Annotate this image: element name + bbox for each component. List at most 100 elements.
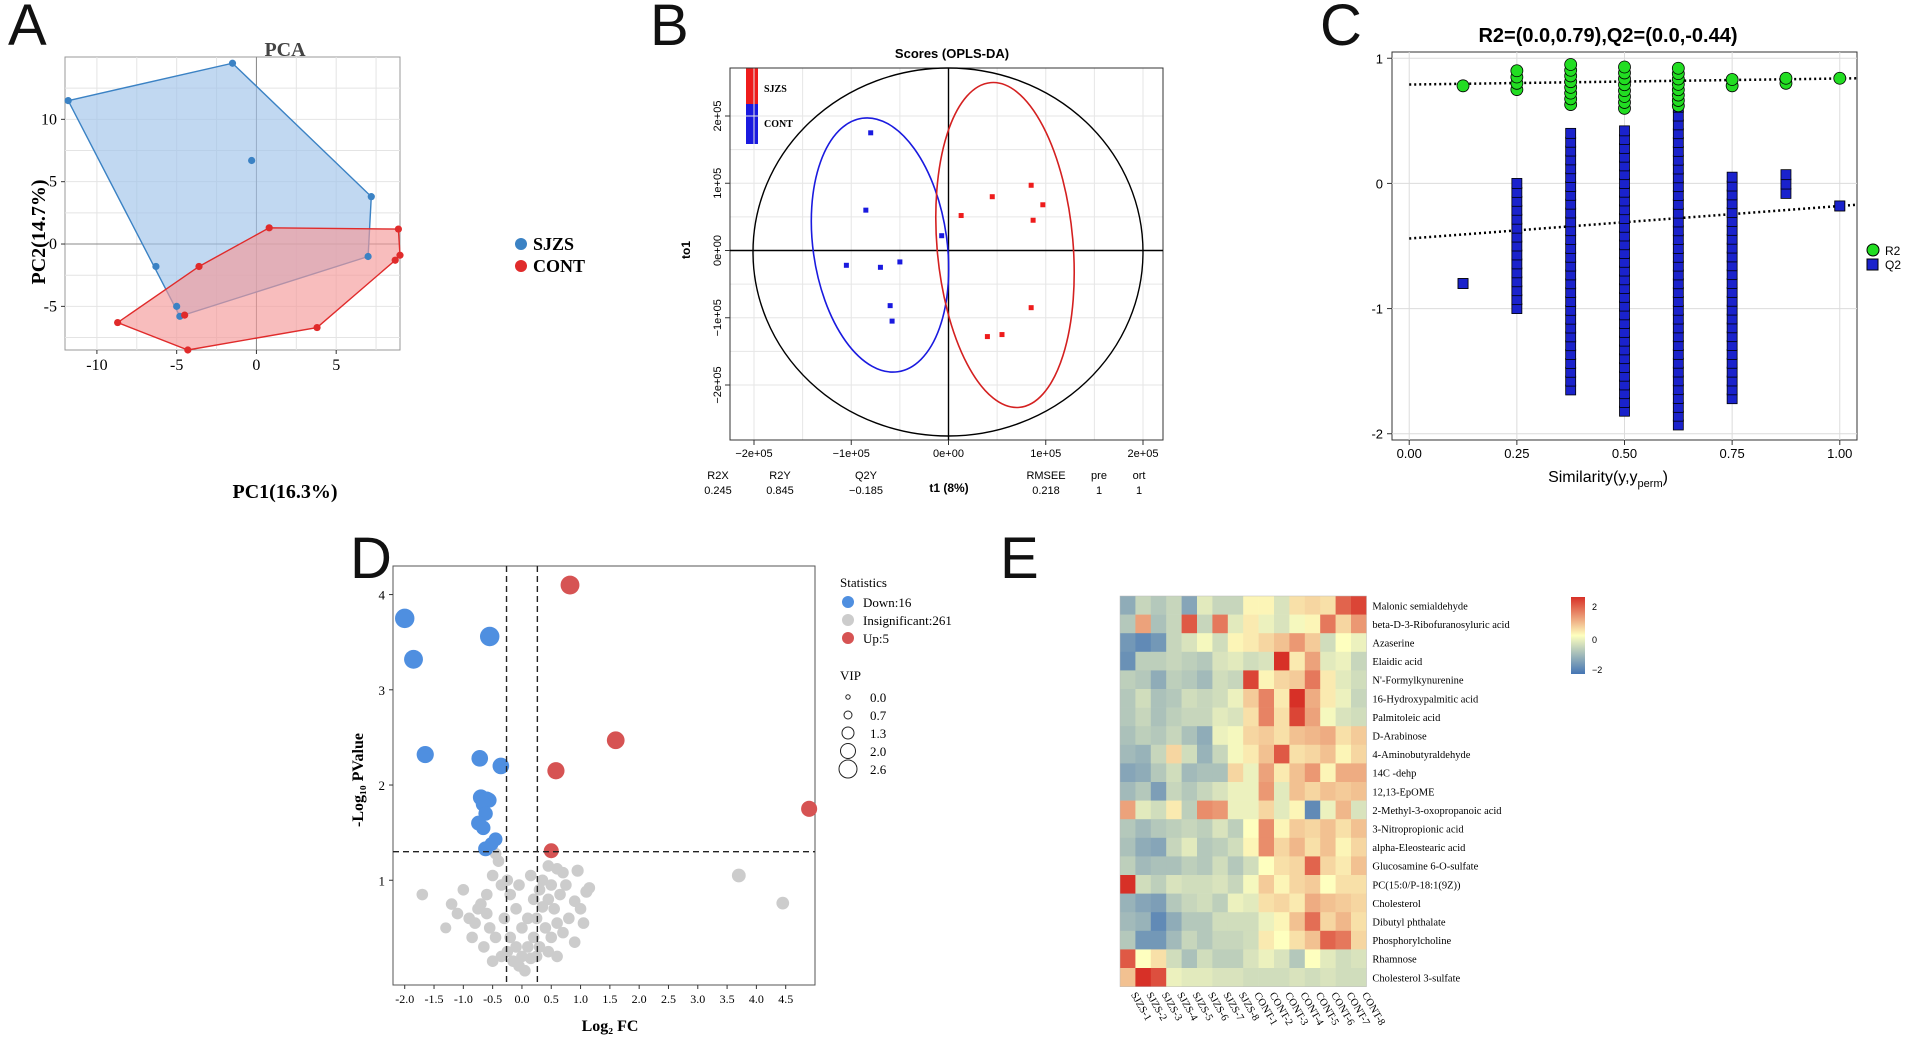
panel-d-xlabel: Log₂ FC	[582, 1018, 639, 1035]
panel-d-insignificant-point	[533, 883, 546, 896]
panel-c-ytick-label: -2	[1371, 427, 1383, 442]
panel-d-insignificant-point	[513, 879, 525, 891]
panel-e-heatmap-cell	[1181, 875, 1198, 894]
panel-e-heatmap-cell	[1181, 614, 1198, 634]
panel-d-xtick-label: 0.5	[544, 992, 559, 1006]
panel-e-heatmap-cell	[1351, 726, 1367, 746]
panel-c-xtick-label: 1.00	[1827, 446, 1852, 461]
panel-c-xtick-label: 0.50	[1612, 446, 1637, 461]
panel-e-heatmap-cell	[1227, 930, 1244, 950]
panel-e-heatmap-cell	[1320, 912, 1336, 932]
panel-e-heatmap-cell	[1227, 596, 1244, 615]
panel-d-insignificant-point	[504, 931, 517, 944]
panel-e-heatmap-cell	[1335, 837, 1352, 857]
panel-e-heatmap-cell	[1243, 893, 1259, 913]
panel-e-heatmap-cell	[1351, 856, 1367, 876]
panel-c-r2-point	[1833, 71, 1847, 85]
panel-e-heatmap-cell	[1212, 763, 1229, 783]
panel-d-xtick-label: -2.0	[395, 992, 414, 1006]
panel-e-heatmap-cell	[1197, 949, 1213, 969]
panel-e-heatmap-cell	[1120, 968, 1136, 987]
panel-e-heatmap-cell	[1304, 949, 1321, 969]
panel-e-heatmap-cell	[1258, 949, 1275, 969]
panel-e-heatmap-cell	[1289, 726, 1306, 746]
panel-a-xtick-label: -5	[170, 357, 183, 374]
panel-e-heatmap-cell	[1120, 837, 1136, 857]
panel-c-r2-point	[1725, 73, 1739, 86]
panel-e-heatmap-cell	[1227, 763, 1244, 783]
panel-e-heatmap-cell	[1181, 651, 1198, 671]
panel-c-q2-point	[1511, 204, 1523, 216]
panel-e-heatmap-cell	[1274, 968, 1290, 987]
panel-d-insignificant-point	[519, 964, 531, 977]
panel-e-heatmap-cell	[1289, 689, 1306, 708]
panel-e-heatmap-cell	[1135, 856, 1152, 876]
panel-e-heatmap-cell	[1135, 893, 1152, 913]
panel-c-q2-point	[1511, 240, 1523, 252]
panel-e-heatmap-cell	[1289, 614, 1306, 634]
panel-e-heatmap-cell	[1304, 633, 1321, 653]
panel-d-insignificant-point	[504, 888, 517, 901]
panel-d-insignificant-point	[480, 907, 493, 920]
panel-e-heatmap-cell	[1243, 949, 1259, 969]
panel-e-heatmap-cell	[1166, 912, 1182, 932]
panel-b-metric-value: 1	[1096, 485, 1102, 497]
panel-d-insignificant-point	[545, 879, 558, 891]
panel-e-heatmap-cell	[1197, 614, 1213, 634]
panel-c-legend-r2: R2	[1885, 244, 1901, 258]
panel-e-heatmap-cell	[1227, 912, 1244, 932]
panel-c-q2-point	[1511, 294, 1523, 306]
panel-e-heatmap-cell	[1274, 800, 1290, 820]
panel-b-point-cont	[868, 130, 874, 136]
panel-e-heatmap-cell	[1351, 707, 1367, 727]
panel-d-ytick-label: 4	[379, 588, 386, 603]
panel-d-down-point	[395, 608, 415, 629]
panel-e-heatmap-cell	[1289, 949, 1306, 969]
panel-b-ytick-label: 2e+05	[712, 101, 724, 132]
panel-e-heatmap-cell	[1120, 670, 1136, 690]
panel-d-insignificant-point	[551, 863, 563, 875]
panel-e-heatmap-cell	[1181, 707, 1198, 727]
panel-d-legend-up-marker	[842, 632, 854, 644]
panel-e-heatmap-cell	[1197, 856, 1213, 876]
panel-e-heatmap-cell	[1320, 875, 1336, 894]
panel-b-plot-area	[729, 67, 1164, 441]
panel-e-heatmap-cell	[1289, 763, 1306, 783]
panel-d-xtick-label: 4.0	[749, 992, 764, 1006]
panel-e-heatmap-cell	[1181, 949, 1198, 969]
panel-e-heatmap-cell	[1166, 651, 1182, 671]
panel-e-heatmap-cell	[1150, 912, 1167, 932]
panel-e-heatmap-cell	[1351, 949, 1367, 969]
panel-b-ytick-label: 1e+05	[712, 168, 724, 199]
panel-e-heatmap-cell	[1335, 949, 1352, 969]
panel-e-heatmap-cell	[1258, 875, 1275, 894]
panel-e-heatmap-cell	[1166, 726, 1182, 746]
panel-c-q2-point	[1780, 169, 1792, 181]
panel-e-heatmap-cell	[1320, 707, 1336, 727]
panel-e-heatmap-cell	[1243, 726, 1259, 746]
panel-a-point-sjzs	[367, 193, 375, 201]
panel-e-heatmap-cell	[1120, 651, 1136, 671]
panel-a-legend-sjzs-marker	[515, 238, 527, 250]
panel-e-heatmap-cell	[1304, 800, 1321, 820]
panel-e-heatmap-cell	[1320, 726, 1336, 746]
panel-a-point-sjzs	[248, 156, 256, 165]
panel-e-heatmap-cell	[1212, 633, 1229, 653]
panel-e-heatmap-cell	[1351, 930, 1367, 950]
panel-d-insignificant-point	[731, 868, 746, 883]
panel-e-heatmap-cell	[1120, 596, 1136, 615]
panel-e-heatmap-cell	[1150, 968, 1167, 987]
panel-c-q2-point	[1511, 249, 1523, 261]
panel-d-legend-stat-title: Statistics	[840, 575, 887, 590]
panel-e-heatmap-cell	[1258, 744, 1275, 764]
panel-e-heatmap-cell	[1135, 875, 1152, 894]
panel-e-heatmap-cell	[1166, 614, 1182, 634]
panel-e-heatmap-cell	[1243, 633, 1259, 653]
panel-e-heatmap-cell	[1320, 893, 1336, 913]
panel-e-heatmap-cell	[1320, 800, 1336, 820]
panel-e-heatmap-cell	[1166, 930, 1182, 950]
panel-e-heatmap-cell	[1181, 744, 1198, 764]
panel-e-heatmap-cell	[1197, 875, 1213, 894]
panel-e-heatmap-cell	[1274, 614, 1290, 634]
panel-d-xtick-label: 3.0	[690, 992, 705, 1006]
